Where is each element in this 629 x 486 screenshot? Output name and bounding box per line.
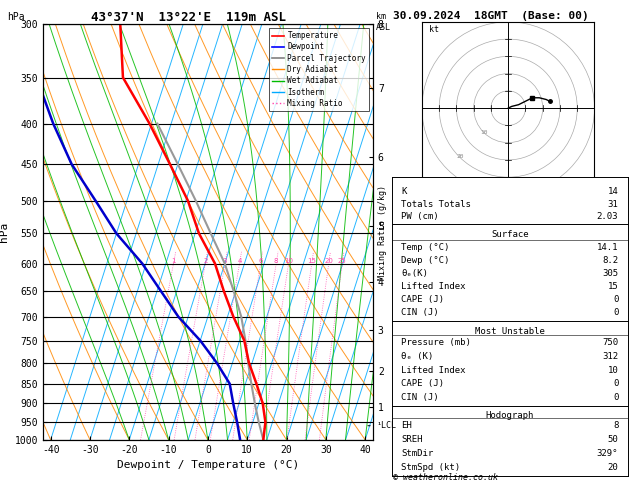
Text: CAPE (J): CAPE (J) [401, 295, 444, 304]
Text: SREH: SREH [401, 435, 423, 444]
Text: Surface: Surface [491, 230, 528, 240]
Text: CAPE (J): CAPE (J) [401, 379, 444, 388]
Text: EH: EH [401, 421, 412, 430]
Text: Lifted Index: Lifted Index [401, 365, 466, 375]
Text: 14.1: 14.1 [597, 243, 618, 252]
Text: 0: 0 [613, 308, 618, 317]
Text: 0: 0 [613, 295, 618, 304]
Text: 15: 15 [608, 282, 618, 291]
Text: K: K [401, 188, 407, 196]
Text: hPa: hPa [8, 12, 25, 22]
Text: 1: 1 [171, 258, 175, 263]
Text: Totals Totals: Totals Totals [401, 200, 471, 208]
Text: StmSpd (kt): StmSpd (kt) [401, 463, 460, 472]
Text: 20: 20 [608, 463, 618, 472]
Text: 10: 10 [608, 365, 618, 375]
Text: 25: 25 [338, 258, 347, 263]
Text: CIN (J): CIN (J) [401, 393, 439, 402]
Text: 0: 0 [613, 379, 618, 388]
Text: Lifted Index: Lifted Index [401, 282, 466, 291]
Text: Pressure (mb): Pressure (mb) [401, 338, 471, 347]
Text: 20: 20 [325, 258, 333, 263]
Text: 31: 31 [608, 200, 618, 208]
Text: km
ASL: km ASL [376, 12, 391, 32]
Text: CIN (J): CIN (J) [401, 308, 439, 317]
Text: 10: 10 [481, 130, 488, 135]
Text: 750: 750 [602, 338, 618, 347]
Text: Temp (°C): Temp (°C) [401, 243, 450, 252]
Text: 305: 305 [602, 269, 618, 278]
Y-axis label: hPa: hPa [0, 222, 9, 242]
Text: 329°: 329° [597, 449, 618, 458]
Text: Mixing Ratio (g/kg): Mixing Ratio (g/kg) [378, 185, 387, 279]
Text: 50: 50 [608, 435, 618, 444]
Text: © weatheronline.co.uk: © weatheronline.co.uk [393, 473, 498, 482]
Text: 14: 14 [608, 188, 618, 196]
Text: kt: kt [429, 25, 439, 34]
X-axis label: Dewpoint / Temperature (°C): Dewpoint / Temperature (°C) [117, 460, 299, 470]
Text: PW (cm): PW (cm) [401, 212, 439, 221]
Text: 4: 4 [237, 258, 242, 263]
Legend: Temperature, Dewpoint, Parcel Trajectory, Dry Adiabat, Wet Adiabat, Isotherm, Mi: Temperature, Dewpoint, Parcel Trajectory… [269, 28, 369, 111]
Text: StmDir: StmDir [401, 449, 433, 458]
Text: Dewp (°C): Dewp (°C) [401, 256, 450, 265]
Text: 6: 6 [259, 258, 263, 263]
Text: 8: 8 [613, 421, 618, 430]
Text: 2: 2 [203, 258, 208, 263]
Text: 43°37'N  13°22'E  119m ASL: 43°37'N 13°22'E 119m ASL [91, 11, 286, 24]
Text: 30.09.2024  18GMT  (Base: 00): 30.09.2024 18GMT (Base: 00) [393, 11, 589, 21]
Text: Most Unstable: Most Unstable [475, 327, 545, 336]
Text: 15: 15 [308, 258, 316, 263]
Text: θₑ (K): θₑ (K) [401, 352, 433, 361]
Text: ¹LCL: ¹LCL [376, 421, 396, 430]
Text: θₑ(K): θₑ(K) [401, 269, 428, 278]
Text: 312: 312 [602, 352, 618, 361]
Text: 8: 8 [274, 258, 279, 263]
Text: 8.2: 8.2 [602, 256, 618, 265]
Text: 20: 20 [456, 154, 464, 159]
Text: Hodograph: Hodograph [486, 411, 534, 420]
Text: 10: 10 [284, 258, 293, 263]
Text: 2.03: 2.03 [597, 212, 618, 221]
Text: 3: 3 [223, 258, 227, 263]
Text: 0: 0 [613, 393, 618, 402]
